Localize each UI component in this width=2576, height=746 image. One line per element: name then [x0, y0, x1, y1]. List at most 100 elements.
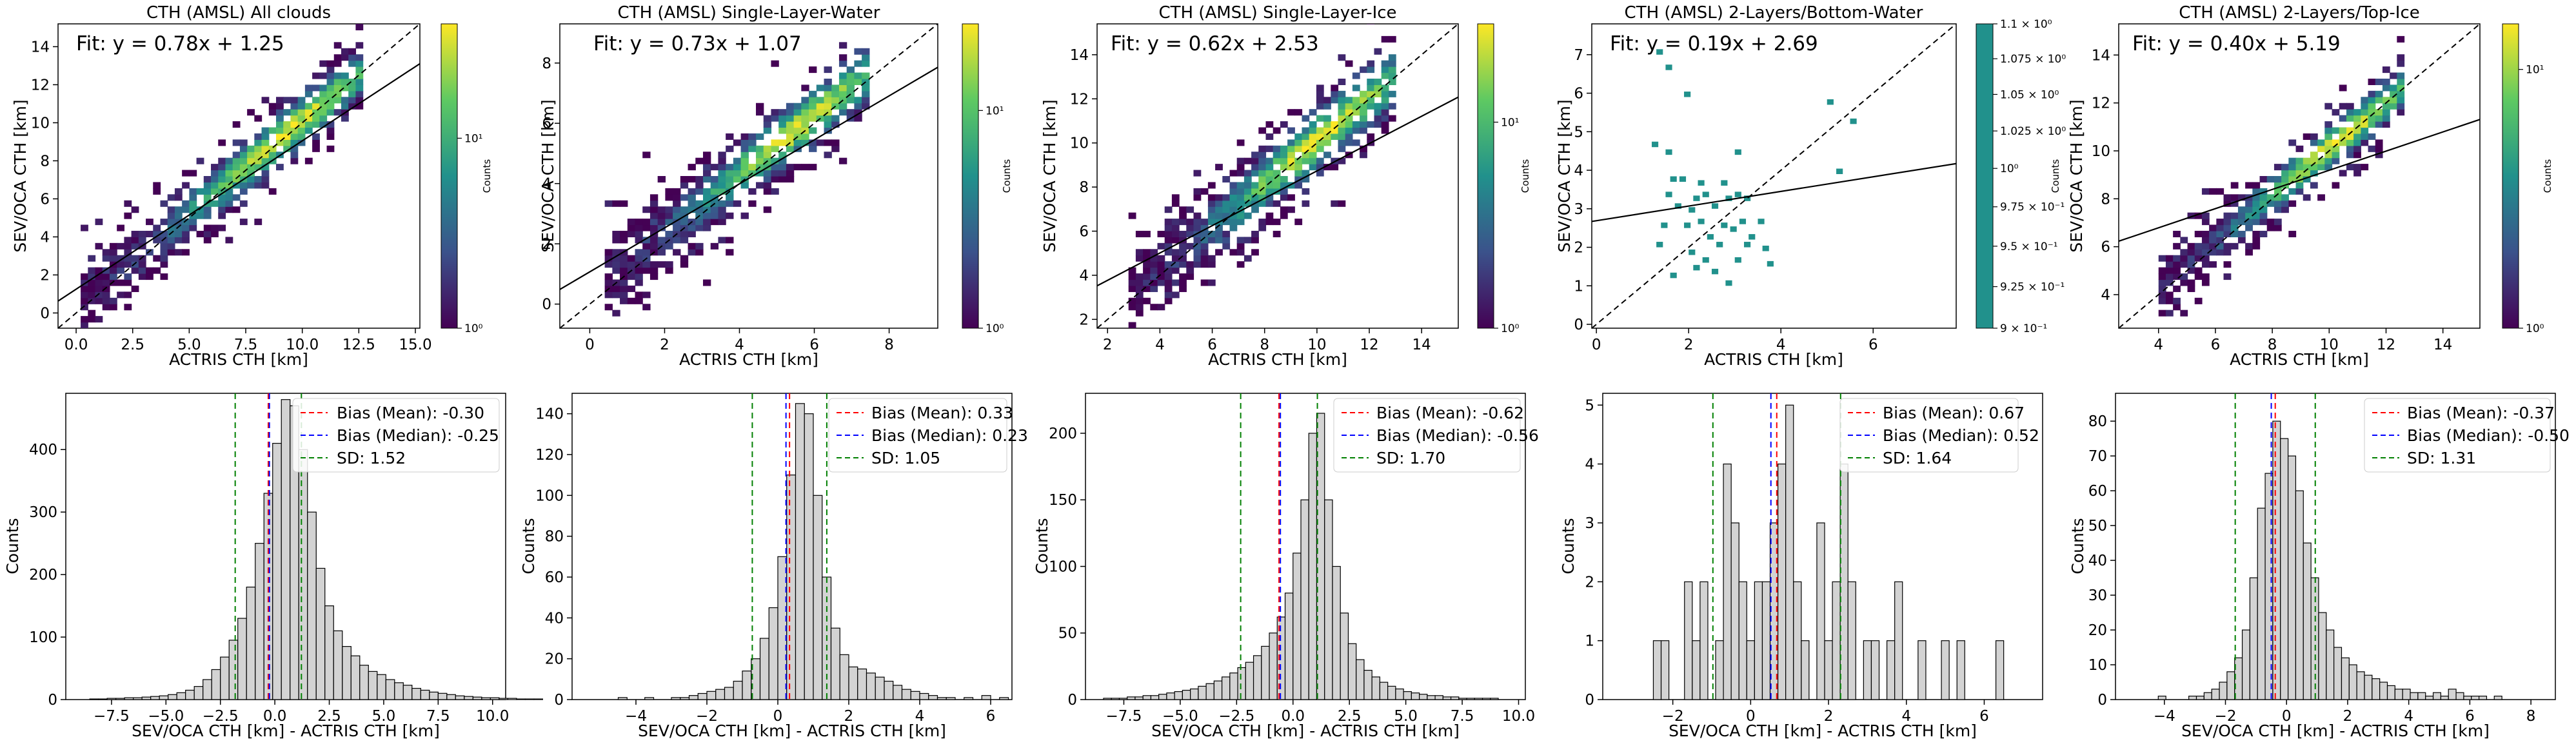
histogram-bar	[203, 679, 212, 700]
y-tick-label: 3	[1585, 515, 1594, 532]
density-cell	[81, 291, 88, 299]
density-cell	[612, 249, 620, 256]
histogram-bar	[2195, 696, 2204, 700]
density-cell	[2295, 188, 2304, 195]
density-cell	[239, 164, 248, 171]
density-cell	[740, 152, 749, 159]
x-tick-label: 10	[2320, 337, 2339, 353]
density-cell	[1164, 261, 1173, 268]
density-cell	[635, 249, 643, 256]
fit-equation: Fit: y = 0.19x + 2.69	[1610, 32, 1818, 55]
density-cell	[153, 267, 161, 274]
density-cell	[160, 242, 168, 250]
density-cell	[239, 139, 248, 146]
density-cell	[1280, 145, 1288, 152]
density-cell	[1258, 219, 1267, 226]
histogram-bar	[2249, 577, 2258, 700]
density-cell	[1143, 249, 1151, 256]
density-cell	[1207, 212, 1216, 219]
density-cell	[604, 291, 613, 299]
density-cell	[2252, 206, 2261, 213]
density-cell	[649, 224, 659, 231]
density-cell	[2180, 255, 2188, 262]
density-cell	[801, 97, 809, 104]
colorbar-tick-label: 10⁰	[986, 322, 1004, 335]
histogram-bar	[394, 682, 404, 700]
histogram-bar	[437, 692, 448, 700]
density-cell	[1143, 279, 1151, 286]
density-cell	[673, 188, 681, 195]
density-cell	[763, 115, 772, 122]
density-cell	[312, 109, 320, 116]
density-cell	[2201, 237, 2210, 244]
one-to-one-line	[1097, 24, 1458, 328]
density-cell	[1186, 230, 1194, 237]
density-cell	[1179, 279, 1187, 286]
density-cell	[2259, 194, 2268, 201]
histogram-panel-single-layer-ice: −7.5 −5.0 −2.5 0.0 2.5 5.0 7.5 10.0050100150200…	[1033, 393, 1539, 740]
density-cell	[756, 133, 764, 140]
histogram-bar	[1793, 581, 1802, 700]
histogram-bar	[1229, 672, 1238, 700]
histogram-bar	[141, 696, 152, 700]
histogram-bar	[1221, 676, 1231, 700]
density-cell	[2288, 164, 2297, 171]
density-cell	[341, 97, 349, 104]
density-cell	[1193, 249, 1202, 256]
density-cell	[824, 103, 832, 110]
colorbar-tick-label: 1.1 × 10⁰	[2000, 18, 2052, 31]
density-cell	[1164, 219, 1173, 226]
histogram-bar	[115, 698, 125, 700]
histogram-bar	[368, 671, 378, 700]
density-cell	[297, 121, 306, 128]
density-cell	[1179, 230, 1187, 237]
y-tick-label: 4	[1574, 162, 1583, 179]
x-tick-label: 0.0	[1281, 708, 1305, 725]
density-cell	[1345, 115, 1353, 122]
density-cell	[1367, 24, 1375, 25]
density-cell	[2382, 103, 2390, 110]
histogram-bar	[742, 671, 752, 700]
density-cell	[2165, 297, 2174, 304]
density-cell	[756, 103, 764, 110]
histogram-bar	[342, 646, 352, 700]
histogram-bar	[307, 511, 317, 700]
density-cell	[2180, 309, 2188, 317]
density-cell	[1128, 212, 1136, 219]
count-cell	[1665, 64, 1672, 70]
density-cell	[355, 97, 364, 104]
density-cell	[2324, 139, 2333, 146]
density-cell	[740, 212, 749, 219]
histogram-bar	[106, 698, 117, 700]
count-cell	[1693, 264, 1700, 271]
density-cell	[2281, 164, 2289, 171]
histogram-bar	[1300, 499, 1309, 700]
density-cell	[2346, 145, 2354, 152]
y-tick-label: 4	[1585, 456, 1594, 473]
density-cell	[1164, 237, 1173, 244]
legend-sd: SD: 1.64	[1883, 449, 1952, 467]
density-cell	[786, 115, 795, 122]
density-cell	[247, 152, 255, 159]
density-cell	[1229, 206, 1238, 213]
density-cell	[1135, 297, 1144, 304]
histogram-bar	[516, 698, 526, 700]
density-cell	[1273, 157, 1281, 164]
density-cell	[2245, 249, 2253, 256]
x-tick-label: −7.5	[94, 708, 130, 725]
density-cell	[2375, 78, 2383, 85]
density-cell	[138, 273, 146, 280]
density-cell	[1171, 200, 1180, 207]
density-cell	[211, 182, 219, 189]
y-tick-label: 0	[554, 692, 564, 709]
density-cell	[1338, 97, 1346, 104]
density-cell	[612, 285, 620, 292]
density-cell	[2259, 219, 2268, 226]
density-cell	[635, 267, 643, 274]
density-cell	[2237, 212, 2246, 219]
density-cell	[1302, 115, 1310, 122]
histogram-bar	[1481, 698, 1491, 700]
density-cell	[2274, 164, 2282, 171]
density-cell	[771, 188, 779, 195]
density-cell	[1143, 267, 1151, 274]
